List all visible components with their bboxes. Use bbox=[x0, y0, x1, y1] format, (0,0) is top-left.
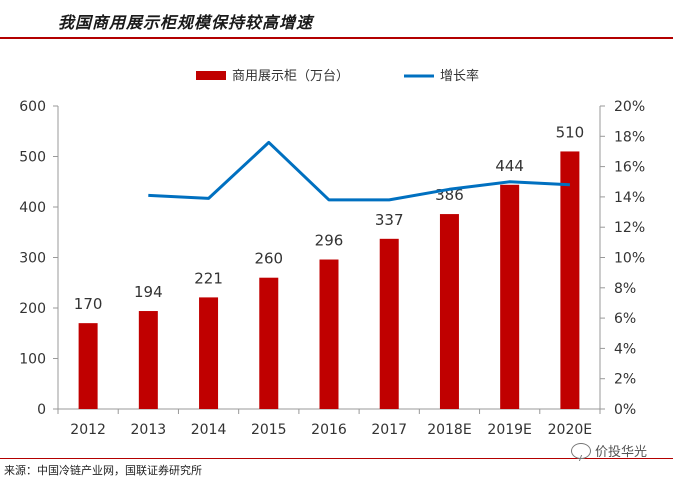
watermark-text: 价投华光 bbox=[594, 445, 647, 460]
combo-chart: 商用展示柜（万台） 增长率 0 100 200 300 400 500 600 0% 2% 4% 6% 8… bbox=[19, 68, 645, 438]
left-tick-label: 0 bbox=[37, 402, 46, 418]
right-tick-label: 20% bbox=[614, 99, 645, 115]
left-tick-label: 300 bbox=[19, 251, 46, 267]
bar bbox=[379, 238, 399, 409]
left-tick-label: 400 bbox=[19, 200, 46, 216]
bar-data-label: 444 bbox=[495, 157, 524, 175]
left-tick-label: 200 bbox=[19, 301, 46, 317]
bar bbox=[319, 259, 339, 409]
x-tick-label: 2012 bbox=[70, 422, 106, 438]
right-tick-label: 2% bbox=[614, 372, 636, 388]
bar bbox=[439, 214, 459, 409]
x-tick-label: 2016 bbox=[311, 422, 347, 438]
bar-data-label: 194 bbox=[134, 283, 163, 301]
right-tick-label: 14% bbox=[614, 190, 645, 206]
bar-data-label: 221 bbox=[194, 269, 223, 287]
right-tick-label: 0% bbox=[614, 402, 636, 418]
right-tick-label: 16% bbox=[614, 160, 645, 176]
bar-data-label: 260 bbox=[254, 250, 283, 268]
left-tick-label: 500 bbox=[19, 150, 46, 166]
source-note: 来源：中国冷链产业网，国联证券研究所 bbox=[4, 464, 202, 477]
left-tick-label: 100 bbox=[19, 352, 46, 368]
x-tick-label: 2015 bbox=[251, 422, 287, 438]
right-tick-label: 4% bbox=[614, 341, 636, 357]
watermark: 价投华光 bbox=[570, 441, 647, 460]
right-tick-label: 8% bbox=[614, 281, 636, 297]
bar bbox=[259, 277, 279, 409]
right-tick-label: 6% bbox=[614, 311, 636, 327]
bar bbox=[138, 311, 158, 409]
left-tick-label: 600 bbox=[19, 99, 46, 115]
legend-swatch-bar bbox=[196, 71, 226, 80]
title-bar: 我国商用展示柜规模保持较高增速 bbox=[0, 0, 673, 39]
bar bbox=[560, 151, 580, 409]
bar-data-label: 510 bbox=[556, 123, 585, 141]
title-divider bbox=[0, 37, 673, 39]
chart-title: 我国商用展示柜规模保持较高增速 bbox=[58, 13, 314, 32]
bar-data-label: 170 bbox=[74, 295, 103, 313]
legend-label-line: 增长率 bbox=[440, 68, 479, 84]
x-tick-label: 2019E bbox=[487, 422, 531, 438]
x-tick-label: 2018E bbox=[427, 422, 471, 438]
wechat-icon bbox=[570, 442, 591, 459]
bar-data-label: 296 bbox=[315, 232, 344, 250]
right-tick-label: 18% bbox=[614, 129, 645, 145]
right-tick-label: 10% bbox=[614, 251, 645, 267]
footer-divider bbox=[0, 458, 673, 459]
bar bbox=[500, 184, 520, 409]
bar bbox=[78, 323, 98, 409]
right-tick-label: 12% bbox=[614, 220, 645, 236]
bar bbox=[199, 297, 219, 409]
x-tick-label: 2014 bbox=[191, 422, 227, 438]
x-tick-label: 2020E bbox=[548, 422, 592, 438]
bar-data-label: 337 bbox=[375, 211, 404, 229]
growth-rate-line bbox=[148, 140, 570, 202]
x-tick-label: 2017 bbox=[371, 422, 407, 438]
legend-label-bar: 商用展示柜（万台） bbox=[232, 69, 349, 84]
x-tick-label: 2013 bbox=[131, 422, 167, 438]
